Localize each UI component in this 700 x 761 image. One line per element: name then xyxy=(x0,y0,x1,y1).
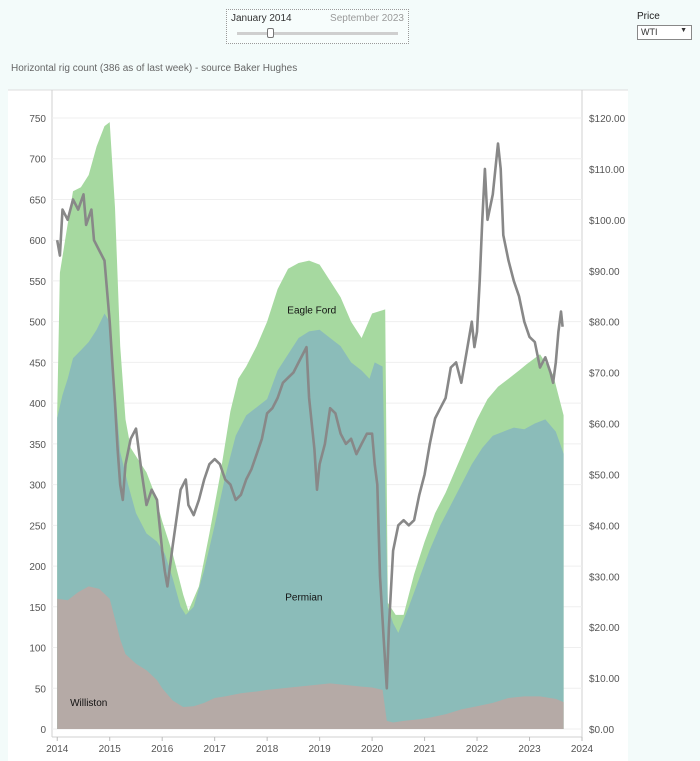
x-tick-label: 2016 xyxy=(151,744,174,755)
area-label-eagle-ford: Eagle Ford xyxy=(287,306,336,317)
y-left-tick-label: 100 xyxy=(29,644,46,655)
date-range-filter: January 2014 September 2023 xyxy=(226,9,409,44)
x-tick-label: 2015 xyxy=(99,744,122,755)
y-left-tick-label: 650 xyxy=(29,195,46,206)
x-tick-label: 2014 xyxy=(46,744,69,755)
y-right-tick-label: $100.00 xyxy=(589,216,626,227)
area-williston xyxy=(57,586,564,729)
y-right-tick-label: $0.00 xyxy=(589,725,614,736)
y-left-tick-label: 350 xyxy=(29,440,46,451)
y-left-tick-label: 250 xyxy=(29,521,46,532)
y-left-tick-label: 150 xyxy=(29,603,46,614)
x-tick-label: 2020 xyxy=(361,744,384,755)
y-right-tick-label: $40.00 xyxy=(589,521,620,532)
y-right-tick-label: $120.00 xyxy=(589,114,626,125)
range-start-label: January 2014 xyxy=(231,13,292,24)
y-left-tick-label: 550 xyxy=(29,277,46,288)
area-permian xyxy=(57,313,564,729)
y-left-tick-label: 0 xyxy=(40,725,46,736)
y-left-tick-label: 600 xyxy=(29,236,46,247)
price-selector-label: Price xyxy=(637,11,660,22)
chevron-down-icon: ▼ xyxy=(680,27,687,34)
y-left-tick-label: 400 xyxy=(29,399,46,410)
y-left-tick-label: 50 xyxy=(35,684,47,695)
price-dropdown[interactable]: WTI ▼ xyxy=(637,25,692,40)
x-tick-label: 2019 xyxy=(308,744,331,755)
y-left-tick-label: 750 xyxy=(29,114,46,125)
price-dropdown-value: WTI xyxy=(641,27,658,37)
y-right-tick-label: $30.00 xyxy=(589,572,620,583)
x-tick-label: 2022 xyxy=(466,744,489,755)
x-tick-label: 2023 xyxy=(518,744,541,755)
y-right-tick-label: $110.00 xyxy=(589,165,625,176)
y-right-tick-label: $70.00 xyxy=(589,369,620,380)
range-slider-track[interactable] xyxy=(237,32,398,35)
range-slider-handle[interactable] xyxy=(267,28,274,38)
y-left-tick-label: 500 xyxy=(29,318,46,329)
x-tick-label: 2021 xyxy=(413,744,436,755)
y-right-tick-label: $20.00 xyxy=(589,623,620,634)
y-right-tick-label: $60.00 xyxy=(589,420,620,431)
wti-price-line xyxy=(55,142,564,690)
y-left-tick-label: 200 xyxy=(29,562,46,573)
y-left-tick-label: 450 xyxy=(29,358,46,369)
x-tick-label: 2018 xyxy=(256,744,279,755)
y-right-tick-label: $50.00 xyxy=(589,470,620,481)
y-left-tick-label: 300 xyxy=(29,481,46,492)
chart-title: Horizontal rig count (386 as of last wee… xyxy=(11,63,298,74)
x-tick-label: 2017 xyxy=(204,744,227,755)
y-right-tick-label: $90.00 xyxy=(589,267,620,278)
y-right-tick-label: $10.00 xyxy=(589,674,620,685)
area-label-permian: Permian xyxy=(285,592,322,603)
x-tick-label: 2024 xyxy=(571,744,594,755)
y-right-tick-label: $80.00 xyxy=(589,318,620,329)
range-end-label: September 2023 xyxy=(330,13,404,24)
y-left-tick-label: 700 xyxy=(29,155,46,166)
area-label-williston: Williston xyxy=(70,698,107,709)
